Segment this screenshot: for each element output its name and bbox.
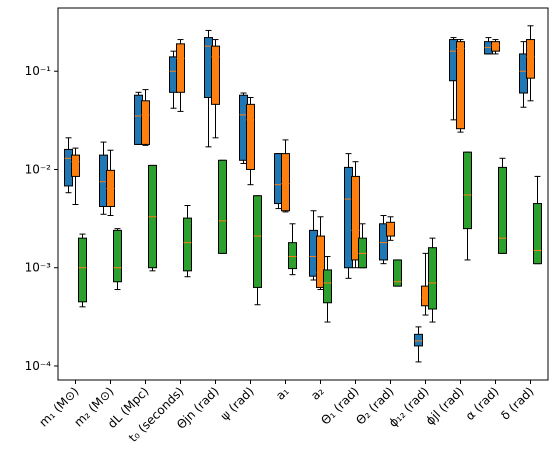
x-tick-label: a₁: [273, 384, 292, 403]
box: [78, 237, 87, 303]
box: [288, 242, 297, 270]
box: [183, 217, 192, 272]
x-tick-label: ψ (rad): [218, 384, 257, 423]
box: [71, 154, 80, 177]
box: [498, 166, 507, 254]
y-tick-label: 10⁻³: [25, 261, 52, 275]
x-tick-label: Θ₁ (rad): [318, 384, 361, 427]
box: [141, 100, 150, 145]
box: [379, 223, 388, 261]
box: [491, 41, 500, 52]
x-tick-label: δ (rad): [498, 384, 536, 422]
box: [456, 41, 465, 130]
box: [281, 153, 290, 212]
box: [211, 45, 220, 105]
box: [176, 43, 185, 93]
box: [533, 203, 542, 265]
y-tick-label: 10⁻⁴: [25, 359, 52, 373]
box: [218, 159, 227, 254]
y-tick-label: 10⁻¹: [25, 64, 52, 78]
box: [386, 221, 395, 237]
y-tick-label: 10⁻²: [25, 162, 52, 176]
box: [351, 175, 360, 261]
box: [428, 247, 437, 310]
box: [393, 259, 402, 287]
box: [113, 229, 122, 283]
x-tick-label: α (rad): [463, 384, 502, 423]
box: [316, 235, 325, 288]
box: [253, 195, 262, 288]
x-tick-label: ϕjl (rad): [423, 384, 467, 428]
box: [463, 151, 472, 230]
x-tick-label: a₂: [308, 384, 327, 403]
box: [246, 103, 255, 170]
box: [414, 333, 423, 347]
box: [526, 39, 535, 79]
box: [323, 269, 332, 304]
plot-frame: [57, 7, 549, 381]
